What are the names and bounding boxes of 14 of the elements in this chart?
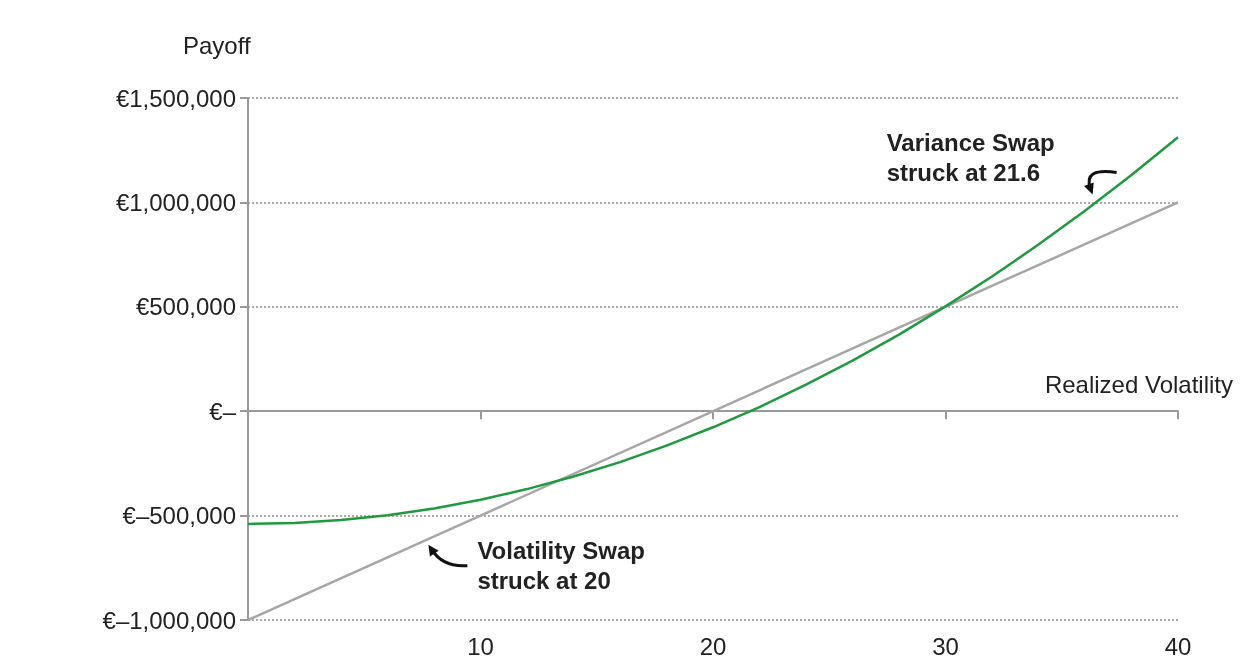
y-axis-title: Payoff (183, 31, 251, 59)
y-tick-label: €–500,000 (122, 502, 236, 530)
x-axis-title: Realized Volatility (1044, 370, 1233, 398)
y-tick-label: €500,000 (135, 293, 236, 321)
x-tick-label: 20 (699, 632, 727, 660)
x-tick-label: 40 (1164, 632, 1192, 660)
y-tick-label: €1,000,000 (115, 188, 236, 216)
y-tick-label: €1,500,000 (115, 84, 236, 112)
x-tick-label: 10 (467, 632, 494, 660)
y-tick-label: €– (209, 397, 237, 425)
annotation: Variance Swap struck at 21.6 (886, 128, 1055, 186)
y-tick-label: €–1,000,000 (102, 606, 236, 634)
x-tick-label: 30 (932, 632, 959, 660)
annotation: Volatility Swap struck at 20 (477, 537, 645, 595)
